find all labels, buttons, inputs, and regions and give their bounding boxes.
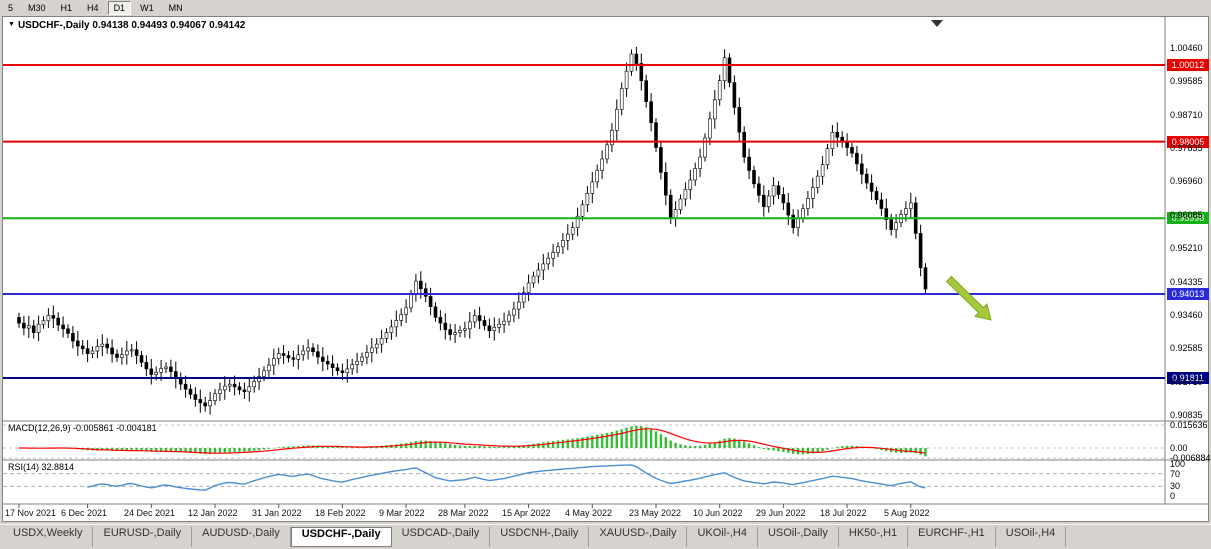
price-level-badge: 0.98005 (1167, 136, 1209, 148)
price-axis-label: 0.90835 (1170, 410, 1203, 420)
period-button-mn[interactable]: MN (163, 1, 189, 15)
chart-tab-eurusd-daily[interactable]: EURUSD-,Daily (93, 527, 193, 547)
chart-tab-usoil-h4[interactable]: USOil-,H4 (996, 527, 1067, 547)
time-axis-label: 4 May 2022 (565, 508, 613, 518)
sell-signal-arrow[interactable] (945, 275, 992, 321)
chart-window: ▼ USDCHF-,Daily 0.94138 0.94493 0.94067 0… (2, 16, 1211, 522)
chart-tab-eurchf-h1[interactable]: EURCHF-,H1 (908, 527, 996, 547)
rsi-name: RSI(14) (8, 462, 40, 472)
time-axis-label: 9 Mar 2022 (379, 508, 425, 518)
chart-tab-xauusd-daily[interactable]: XAUUSD-,Daily (589, 527, 688, 547)
price-axis-label: 0.91710 (1170, 377, 1203, 387)
price-axis[interactable] (1166, 17, 1208, 504)
time-axis-label: 29 Jun 2022 (756, 508, 806, 518)
chart-tab-usdcnh-daily[interactable]: USDCNH-,Daily (490, 527, 590, 547)
rsi-axis-label: 70 (1170, 469, 1181, 479)
price-level-badge: 1.00012 (1167, 59, 1209, 71)
time-axis-label: 23 May 2022 (629, 508, 682, 518)
macd-indicator-label: MACD(12,26,9) -0.005861 -0.004181 (8, 423, 157, 433)
chart-tab-hk50-h1[interactable]: HK50-,H1 (839, 527, 909, 547)
price-axis-label: 0.94335 (1170, 277, 1203, 287)
price-axis-label: 0.97835 (1170, 143, 1203, 153)
chart-tab-ukoil-h4[interactable]: UKOil-,H4 (687, 527, 758, 547)
rsi-indicator-label: RSI(14) 32.8814 (8, 462, 74, 472)
time-axis-label: 31 Jan 2022 (252, 508, 302, 518)
chart-tab-usdx-weekly[interactable]: USDX,Weekly (3, 527, 94, 547)
price-axis-label: 0.96960 (1170, 176, 1203, 186)
period-button-w1[interactable]: W1 (134, 1, 160, 15)
price-axis-label: 0.93460 (1170, 310, 1203, 320)
rsi-axis-label: 100 (1170, 459, 1186, 469)
chart-tab-audusd-daily[interactable]: AUDUSD-,Daily (192, 527, 291, 547)
price-axis-label: 1.00460 (1170, 43, 1203, 53)
macd-values: -0.005861 -0.004181 (73, 423, 157, 433)
time-axis-label: 18 Feb 2022 (315, 508, 366, 518)
macd-axis-label: 0.00 (1170, 443, 1188, 453)
time-axis-label: 12 Jan 2022 (188, 508, 238, 518)
time-axis-label: 5 Aug 2022 (884, 508, 930, 518)
timeframe-toolbar: 5 M30 H1 H4 D1 W1 MN (0, 0, 1211, 16)
chart-title: ▼ USDCHF-,Daily 0.94138 0.94493 0.94067 0… (8, 20, 245, 31)
price-axis-label: 0.95210 (1170, 243, 1203, 253)
chart-ohlc-values: 0.94138 0.94493 0.94067 0.94142 (92, 20, 246, 31)
rsi-axis-label: 30 (1170, 481, 1181, 491)
price-axis-label: 0.99585 (1170, 76, 1203, 86)
price-level-badge: 0.94013 (1167, 288, 1209, 300)
price-axis-label: 0.96085 (1170, 210, 1203, 220)
time-axis-label: 28 Mar 2022 (438, 508, 489, 518)
time-axis-label: 15 Apr 2022 (502, 508, 551, 518)
macd-axis-label: 0.015636 (1170, 420, 1208, 430)
chart-tab-usdchf-daily[interactable]: USDCHF-,Daily (290, 527, 392, 547)
macd-name: MACD(12,26,9) (8, 423, 71, 433)
rsi-axis-label: 0 (1170, 491, 1176, 501)
chart-tab-bar: USDX,Weekly EURUSD-,Daily AUDUSD-,Daily USD… (0, 524, 1211, 549)
time-axis-label: 24 Dec 2021 (124, 508, 176, 518)
period-button-5[interactable]: 5 (2, 1, 19, 15)
chart-canvas[interactable] (3, 17, 1208, 521)
price-level-badge: 0.91811 (1167, 372, 1209, 384)
price-axis-label: 0.98710 (1170, 110, 1203, 120)
time-axis-label: 10 Jun 2022 (693, 508, 743, 518)
period-button-d1[interactable]: D1 (107, 1, 132, 15)
period-button-h1[interactable]: H1 (55, 1, 79, 15)
price-level-badge: 0.95998 (1167, 212, 1209, 224)
chart-tab-usoil-daily[interactable]: USOil-,Daily (758, 527, 839, 547)
chart-symbol-period: USDCHF-,Daily (17, 20, 90, 31)
time-axis-label: 17 Nov 2021 (5, 508, 57, 518)
chart-shift-marker[interactable] (931, 20, 943, 27)
rsi-value: 32.8814 (41, 462, 75, 472)
price-axis-label: 0.92585 (1170, 343, 1203, 353)
time-axis-label: 18 Jul 2022 (820, 508, 867, 518)
period-button-m30[interactable]: M30 (22, 1, 52, 15)
chart-dropdown-icon[interactable]: ▼ (8, 21, 15, 28)
period-button-h4[interactable]: H4 (81, 1, 105, 15)
macd-axis-label: -0.006884 (1170, 453, 1211, 463)
chart-tab-usdcad-daily[interactable]: USDCAD-,Daily (392, 527, 491, 547)
time-axis-label: 6 Dec 2021 (61, 508, 108, 518)
